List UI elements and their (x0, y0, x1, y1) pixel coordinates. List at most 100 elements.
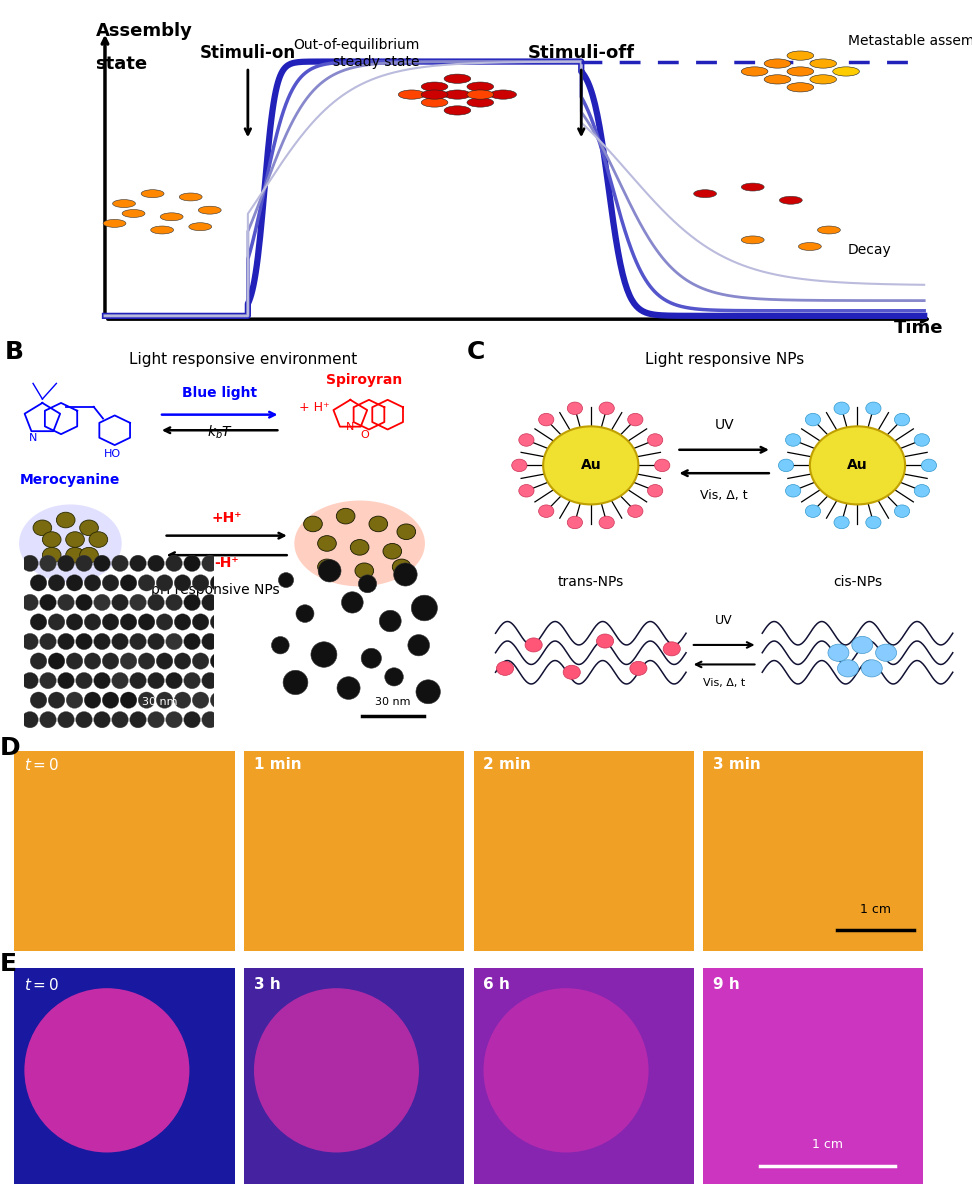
Text: 1 cm: 1 cm (859, 903, 890, 915)
Circle shape (21, 555, 38, 572)
Text: Metastable assembly: Metastable assembly (848, 35, 972, 48)
Text: Spiroyran: Spiroyran (327, 374, 402, 387)
Circle shape (202, 594, 219, 610)
Circle shape (179, 193, 202, 201)
Circle shape (129, 594, 147, 610)
Circle shape (663, 641, 680, 656)
Circle shape (362, 649, 381, 668)
Circle shape (785, 484, 801, 497)
Circle shape (742, 67, 768, 76)
Circle shape (40, 633, 56, 650)
Circle shape (341, 592, 364, 613)
Circle shape (192, 614, 209, 631)
Circle shape (742, 183, 764, 191)
Text: Merocyanine: Merocyanine (20, 473, 121, 488)
Circle shape (184, 633, 200, 650)
Circle shape (189, 222, 212, 231)
Circle shape (102, 653, 119, 669)
Circle shape (861, 659, 883, 677)
Circle shape (543, 426, 639, 504)
Circle shape (49, 653, 65, 669)
Circle shape (295, 605, 314, 622)
Text: 3 min: 3 min (712, 758, 760, 772)
Circle shape (57, 594, 74, 610)
Circle shape (198, 207, 222, 214)
Text: Assembly: Assembly (95, 22, 192, 40)
Circle shape (40, 673, 56, 689)
Circle shape (787, 50, 814, 60)
FancyBboxPatch shape (10, 348, 476, 739)
Circle shape (174, 575, 191, 591)
Circle shape (192, 575, 209, 591)
Circle shape (102, 692, 119, 709)
Circle shape (303, 516, 323, 532)
Circle shape (866, 402, 881, 414)
Circle shape (519, 434, 534, 447)
Circle shape (628, 504, 642, 518)
Circle shape (467, 82, 494, 91)
Circle shape (165, 633, 183, 650)
Circle shape (202, 633, 219, 650)
Circle shape (85, 614, 101, 631)
Circle shape (394, 563, 417, 586)
Circle shape (102, 575, 119, 591)
Text: state: state (95, 55, 148, 73)
Circle shape (138, 575, 155, 591)
Circle shape (184, 673, 200, 689)
Circle shape (148, 633, 164, 650)
Circle shape (383, 543, 401, 560)
Text: O: O (360, 430, 368, 440)
Circle shape (89, 532, 108, 548)
Circle shape (57, 711, 74, 728)
Circle shape (915, 484, 929, 497)
Circle shape (337, 676, 360, 699)
Circle shape (85, 653, 101, 669)
Circle shape (121, 692, 137, 709)
Circle shape (174, 692, 191, 709)
Text: Au: Au (580, 459, 601, 472)
Text: $t = 0$: $t = 0$ (24, 976, 59, 993)
Circle shape (311, 641, 337, 668)
Circle shape (210, 614, 226, 631)
Text: -H⁺: -H⁺ (215, 556, 239, 569)
Circle shape (121, 653, 137, 669)
Circle shape (165, 711, 183, 728)
Circle shape (597, 634, 613, 649)
Circle shape (138, 653, 155, 669)
Circle shape (742, 235, 764, 244)
Text: trans-NPs: trans-NPs (558, 574, 624, 588)
Circle shape (834, 402, 850, 414)
Circle shape (30, 692, 47, 709)
Circle shape (49, 614, 65, 631)
Circle shape (112, 555, 128, 572)
Text: Blue light: Blue light (182, 386, 258, 400)
Circle shape (33, 520, 52, 536)
Circle shape (30, 653, 47, 669)
Circle shape (519, 484, 534, 497)
Circle shape (93, 594, 111, 610)
Circle shape (393, 560, 411, 575)
Text: Au: Au (848, 459, 868, 472)
Text: 3 h: 3 h (254, 976, 280, 992)
Circle shape (76, 594, 92, 610)
Circle shape (563, 665, 580, 680)
Circle shape (80, 548, 98, 563)
FancyBboxPatch shape (10, 12, 962, 342)
Circle shape (184, 711, 200, 728)
Circle shape (112, 594, 128, 610)
Circle shape (408, 634, 430, 656)
Circle shape (444, 90, 470, 100)
Circle shape (467, 97, 494, 107)
Circle shape (467, 90, 494, 100)
Circle shape (271, 637, 290, 653)
Circle shape (647, 484, 663, 497)
Circle shape (538, 504, 554, 518)
Circle shape (30, 614, 47, 631)
Circle shape (40, 555, 56, 572)
Circle shape (444, 106, 470, 115)
Circle shape (148, 594, 164, 610)
Circle shape (93, 711, 111, 728)
Circle shape (350, 539, 369, 555)
Text: Light responsive environment: Light responsive environment (129, 352, 357, 368)
Circle shape (43, 548, 61, 563)
